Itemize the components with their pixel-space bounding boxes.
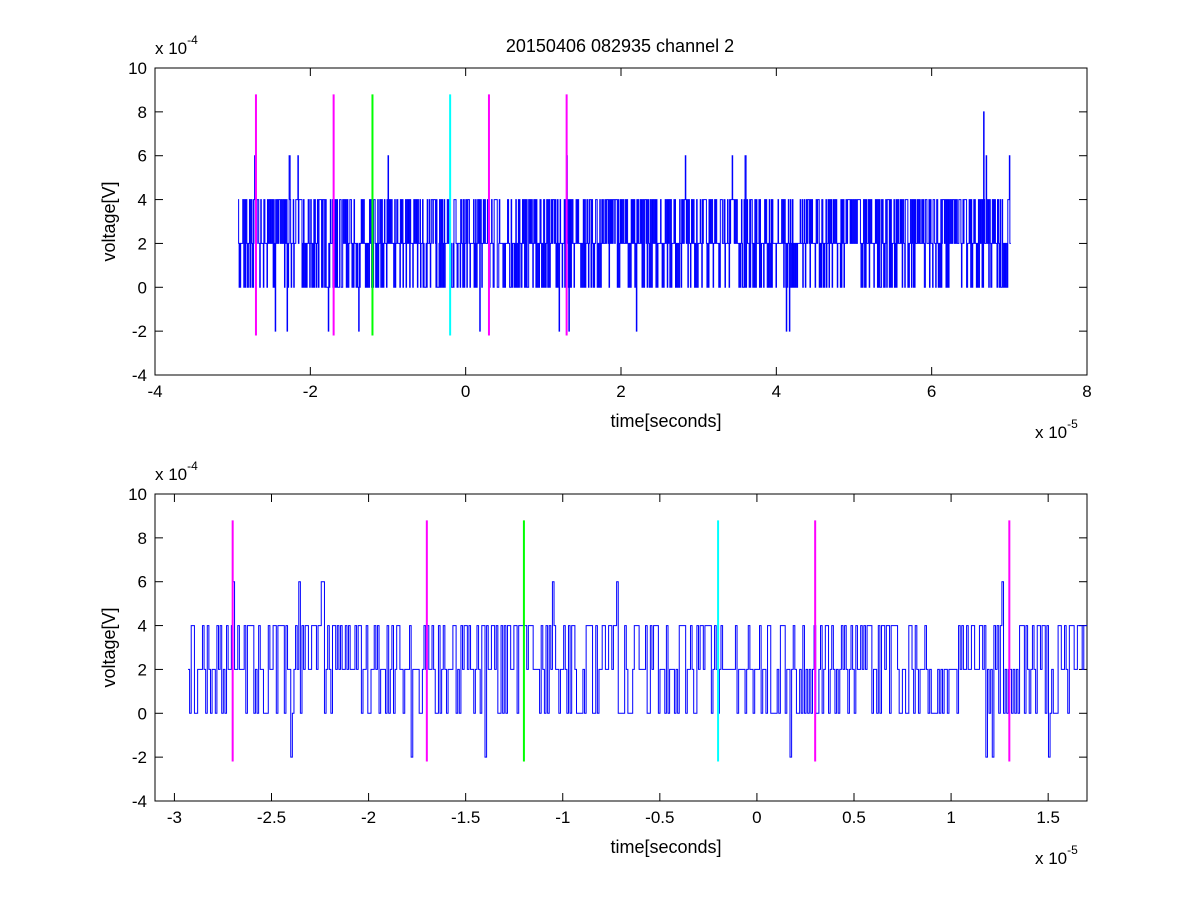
y-tick-label: 6: [138, 147, 147, 166]
x-axis-label: time[seconds]: [610, 837, 721, 857]
axes-box: [154, 493, 1088, 802]
x-tick-label: 1: [946, 808, 955, 827]
y-tick-label: -2: [132, 322, 147, 341]
x-tick-label: 8: [1082, 382, 1091, 401]
x-tick-label: -3: [167, 808, 182, 827]
y-tick-label: 6: [138, 573, 147, 592]
y-tick-label: 8: [138, 103, 147, 122]
x-tick-label: 0: [461, 382, 470, 401]
y-tick-label: 2: [138, 660, 147, 679]
x-tick-label: -2.5: [257, 808, 286, 827]
y-tick-label: 10: [128, 59, 147, 78]
x-tick-label: -2: [361, 808, 376, 827]
x-tick-label: -2: [303, 382, 318, 401]
y-tick-label: -2: [132, 748, 147, 767]
voltage-trace: [238, 111, 1011, 332]
bottom-plot: -3 -2.5 -2 -1.5 -1 -0.5 0 0.5 1 1.5 -4 -2 0 2 4 6 8 10 tim…: [99, 459, 1088, 868]
x-tick-label: 4: [772, 382, 781, 401]
voltage-trace: [188, 581, 1087, 758]
x-tick-label: 6: [927, 382, 936, 401]
x-tick-label: 1.5: [1036, 808, 1060, 827]
y-tick-label: 2: [138, 234, 147, 253]
x-tick-label: 2: [616, 382, 625, 401]
y-tick-label: -4: [132, 366, 147, 385]
y-tick-label: 4: [138, 617, 147, 636]
x-tick-label: -1: [555, 808, 570, 827]
y-tick-label: 0: [138, 278, 147, 297]
x-tick-label: 0.5: [842, 808, 866, 827]
y-tick-label: 0: [138, 704, 147, 723]
y-tick-label: 8: [138, 529, 147, 548]
x-tick-label: -4: [147, 382, 162, 401]
chart-title: 20150406 082935 channel 2: [506, 36, 734, 56]
y-tick-label: 10: [128, 485, 147, 504]
x-tick-label: 0: [752, 808, 761, 827]
y-tick-label: -4: [132, 792, 147, 811]
x-axis-label: time[seconds]: [610, 411, 721, 431]
top-plot: -4 -2 0 2 4 6 8 -4 -2 0 2 4 6 8 10 time[seconds] voltage…: [99, 33, 1092, 442]
y-axis-label: voltage[V]: [99, 607, 119, 687]
x-tick-label: -1.5: [451, 808, 480, 827]
y-axis-label: voltage[V]: [99, 181, 119, 261]
y-tick-label: 4: [138, 191, 147, 210]
x-tick-label: -0.5: [645, 808, 674, 827]
